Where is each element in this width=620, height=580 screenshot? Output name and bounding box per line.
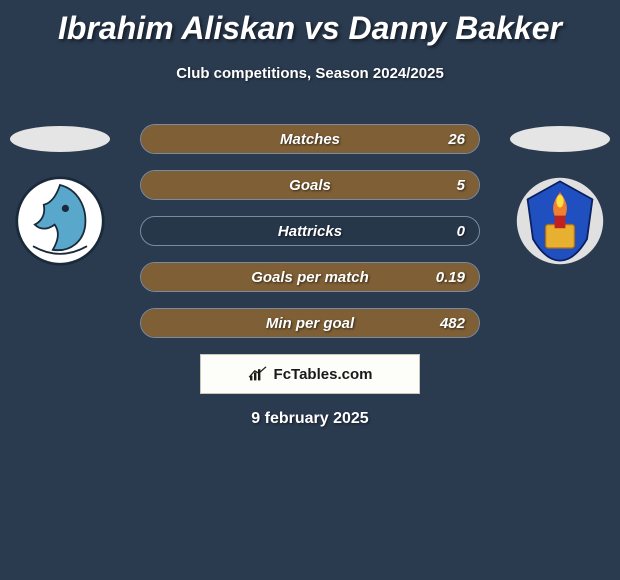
player-right-column — [500, 120, 620, 266]
stat-value: 26 — [448, 131, 465, 148]
player-left-column — [0, 120, 120, 266]
source-label: FcTables.com — [274, 366, 373, 383]
page-title: Ibrahim Aliskan vs Danny Bakker — [0, 0, 620, 47]
stat-row: Goals per match0.19 — [140, 262, 480, 292]
club-crest-left — [15, 176, 105, 266]
source-attribution: FcTables.com — [200, 354, 420, 394]
stat-value: 0 — [457, 223, 465, 240]
stat-row: Hattricks0 — [140, 216, 480, 246]
stat-label: Hattricks — [141, 223, 479, 240]
club-crest-right — [515, 176, 605, 266]
stat-label: Min per goal — [141, 315, 479, 332]
stat-row: Matches26 — [140, 124, 480, 154]
stat-label: Goals — [141, 177, 479, 194]
stat-label: Goals per match — [141, 269, 479, 286]
stat-value: 0.19 — [436, 269, 465, 286]
player-left-portrait-placeholder — [10, 126, 110, 152]
stat-value: 482 — [440, 315, 465, 332]
player-right-portrait-placeholder — [510, 126, 610, 152]
subtitle: Club competitions, Season 2024/2025 — [0, 65, 620, 82]
chart-icon — [248, 366, 268, 382]
date-label: 9 february 2025 — [0, 410, 620, 428]
stat-row: Goals5 — [140, 170, 480, 200]
stats-panel: Matches26 Goals5 Hattricks0 Goals per match… — [140, 124, 480, 354]
stat-row: Min per goal482 — [140, 308, 480, 338]
stat-label: Matches — [141, 131, 479, 148]
stat-value: 5 — [457, 177, 465, 194]
